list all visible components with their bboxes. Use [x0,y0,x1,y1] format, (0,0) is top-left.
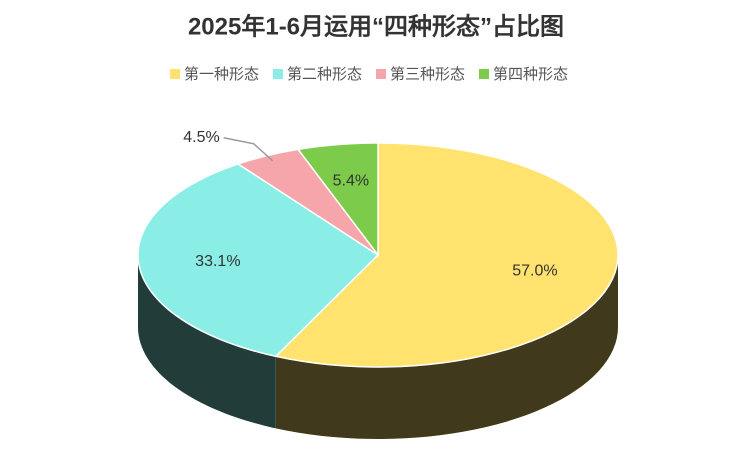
pie-slice [274,142,619,368]
pie-tops [137,142,619,368]
legend-swatch [170,69,180,79]
value-label: 5.4% [333,172,369,189]
legend-label: 第一种形态 [184,65,259,83]
legend-label: 第四种形态 [493,65,568,83]
legend-label: 第二种形态 [287,65,362,83]
legend-label: 第三种形态 [390,65,465,83]
pie-slice [137,163,380,358]
pie-side-shade [138,255,276,429]
value-label: 33.1% [195,253,240,270]
value-labels: 57.0% 33.1% 4.5% 5.4% [183,129,557,280]
value-label: 4.5% [183,129,219,146]
value-label: 57.0% [512,263,557,280]
chart-title: 2025年1-6月运用“四种形态”占比图 [188,12,564,40]
leader-line [223,137,274,162]
legend: 第一种形态 第二种形态 第三种形态 第四种形态 [170,65,568,83]
legend-swatch [273,69,283,79]
pie-sides [138,255,618,439]
pie-slice [296,142,379,258]
legend-swatch [479,69,489,79]
legend-swatch [376,69,386,79]
pie-side-shade [275,255,618,439]
